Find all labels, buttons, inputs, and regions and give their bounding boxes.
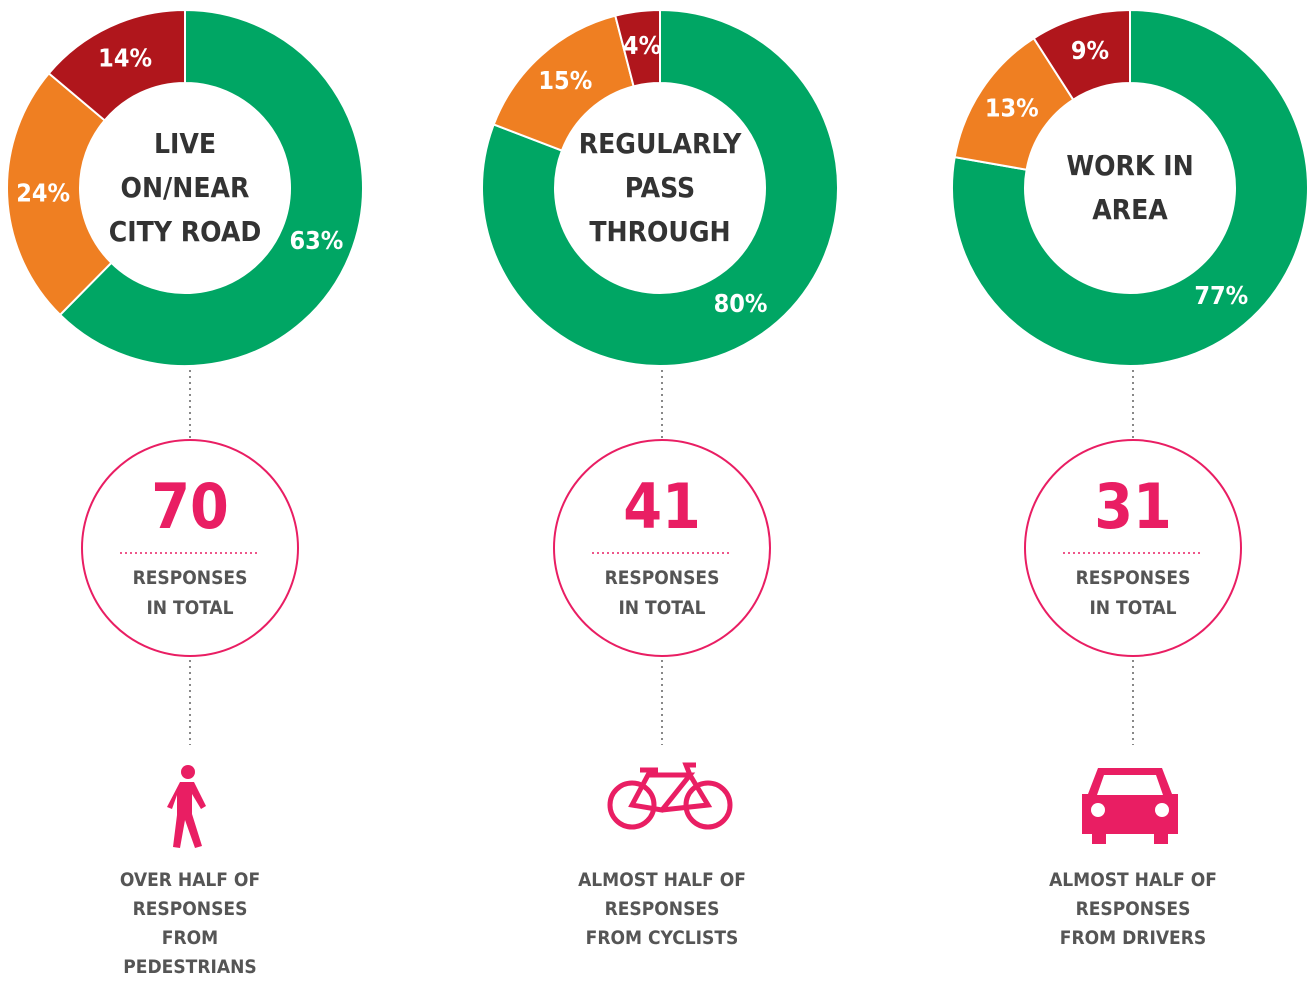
caption: ALMOST HALF OF RESPONSES FROM DRIVERS xyxy=(1049,869,1217,949)
donut-segment xyxy=(58,8,364,367)
segment-label: 24% xyxy=(16,179,70,208)
donut-title: LIVE ON/NEAR CITY ROAD xyxy=(108,127,262,248)
segment-label: 77% xyxy=(1194,281,1248,310)
total-label: RESPONSES IN TOTAL xyxy=(1075,567,1191,619)
total-count: 70 xyxy=(151,470,229,543)
caption: OVER HALF OF RESPONSES FROM PEDESTRIANS xyxy=(119,869,261,978)
donut-segment xyxy=(951,8,1309,367)
total-ring xyxy=(81,439,299,657)
segment-label: 15% xyxy=(538,66,592,95)
total-label: RESPONSES IN TOTAL xyxy=(604,567,720,619)
infographic: 63% 24% 14% 80% 15% 4% 77% 13% 9% LIVE ON/NEAR C… xyxy=(6,8,1309,978)
total-ring xyxy=(553,439,771,657)
bicycle-icon xyxy=(607,762,733,830)
donut-segment xyxy=(47,8,186,122)
donut-segment xyxy=(6,71,113,317)
segment-label: 13% xyxy=(985,93,1039,122)
total-count: 41 xyxy=(623,470,701,543)
segment-label: 4% xyxy=(623,31,661,60)
donut-segment xyxy=(1032,8,1131,102)
segment-label: 14% xyxy=(98,43,152,72)
pedestrian-icon xyxy=(167,765,206,848)
chart: 63% 24% 14% 80% 15% 4% 77% 13% 9% xyxy=(6,8,1309,848)
caption: ALMOST HALF OF RESPONSES FROM CYCLISTS xyxy=(578,869,746,949)
donut-segment xyxy=(481,8,839,367)
segment-label: 80% xyxy=(714,289,768,318)
donut-title: REGULARLY PASS THROUGH xyxy=(578,127,742,248)
segment-label: 9% xyxy=(1071,36,1109,65)
total-count: 31 xyxy=(1094,470,1172,543)
donut-title: WORK IN AREA xyxy=(1066,149,1194,226)
total-ring xyxy=(1024,439,1242,657)
total-label: RESPONSES IN TOTAL xyxy=(132,567,248,619)
car-icon xyxy=(1082,768,1178,844)
donut-segment xyxy=(614,8,661,88)
segment-label: 63% xyxy=(289,226,343,255)
